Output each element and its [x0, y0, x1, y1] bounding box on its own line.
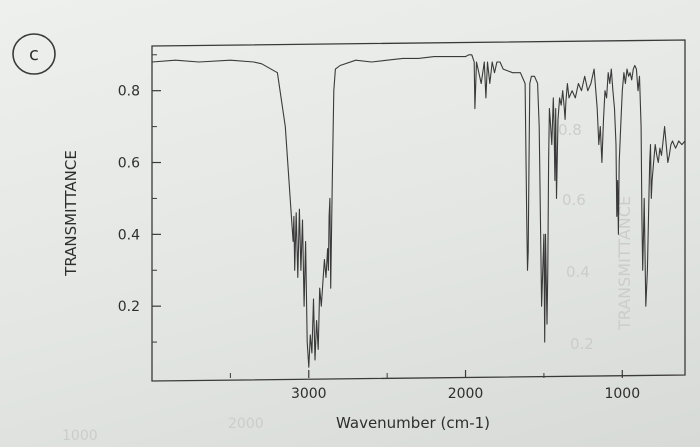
panel-label-circle — [12, 33, 56, 75]
bleed-through: TRANSMITTANCE 0.8 0.6 0.4 0.2 2000 1000 — [62, 121, 634, 444]
y-tick-label: 0.8 — [118, 84, 140, 100]
bleed-right-tick-2: 0.6 — [562, 191, 586, 209]
panel-label: c — [12, 33, 56, 75]
x-axis-title: Wavenumber (cm-1) — [336, 414, 490, 432]
y-axis-ticks: 0.8 0.6 0.4 0.2 — [118, 54, 161, 343]
plot-frame — [151, 39, 686, 382]
bleed-right-tick-3: 0.4 — [566, 263, 590, 281]
bleed-right-tick-4: 0.2 — [570, 335, 594, 353]
x-axis-ticks: 3000 2000 1000 — [229, 370, 640, 402]
bleed-bottom-tick-2: 1000 — [62, 428, 98, 444]
y-tick-label: 0.2 — [118, 299, 140, 315]
y-tick-label: 0.6 — [118, 156, 140, 172]
bleed-right-axis-title: TRANSMITTANCE — [615, 196, 634, 331]
x-tick-label: 3000 — [291, 386, 327, 402]
x-tick-label: 2000 — [448, 386, 484, 402]
y-axis-title: TRANSMITTANCE — [62, 150, 80, 277]
spectrum-trace — [151, 54, 686, 368]
bleed-bottom-tick-1: 2000 — [228, 416, 264, 432]
spectrum-trace-layer — [151, 54, 686, 368]
x-tick-label: 1000 — [604, 386, 640, 402]
panel-label-letter: c — [29, 44, 39, 65]
bleed-right-tick-1: 0.8 — [558, 121, 582, 139]
y-tick-label: 0.4 — [118, 227, 140, 243]
